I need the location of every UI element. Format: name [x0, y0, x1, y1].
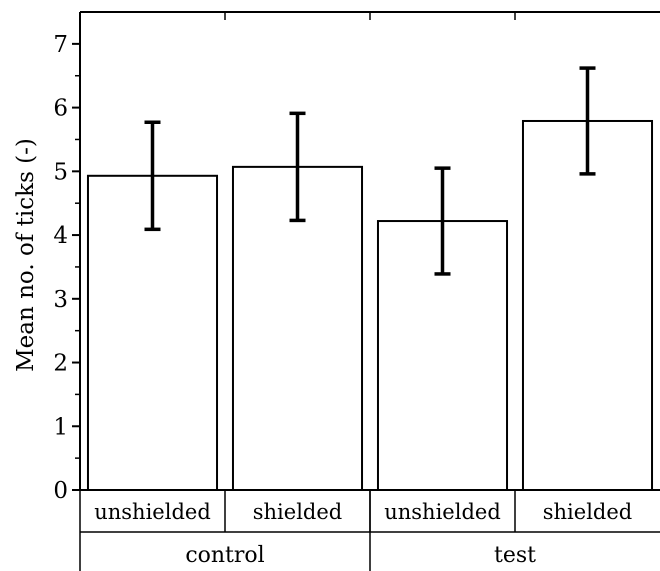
bar-0 — [86, 174, 219, 491]
bar-3 — [521, 119, 654, 491]
error-bar-2 — [434, 166, 451, 276]
y-tick-label: 3 — [53, 287, 68, 313]
error-bars — [144, 66, 596, 276]
y-tick-label: 4 — [53, 223, 68, 249]
y-tick-label: 7 — [53, 32, 68, 58]
group-label: test — [494, 543, 536, 568]
y-ticks: 0 1 2 3 4 5 6 7 — [53, 32, 80, 504]
error-bar-0 — [144, 120, 161, 232]
category-label: unshielded — [94, 500, 211, 524]
y-tick-label: 2 — [53, 351, 68, 377]
error-bar-3 — [579, 66, 596, 176]
y-tick-label: 0 — [53, 478, 68, 504]
y-tick-label: 5 — [53, 159, 68, 185]
category-table: unshielded shielded unshielded shielded cont… — [79, 490, 660, 571]
category-label: shielded — [543, 500, 632, 524]
top-ticks — [224, 12, 516, 20]
error-bar-1 — [289, 111, 306, 223]
category-label: shielded — [253, 500, 342, 524]
bars — [86, 119, 654, 492]
y-axis-title: Mean no. of ticks (-) — [13, 138, 39, 372]
category-label: unshielded — [384, 500, 501, 524]
group-label: control — [185, 543, 264, 568]
y-tick-label: 6 — [53, 96, 68, 122]
y-tick-label: 1 — [53, 414, 68, 440]
